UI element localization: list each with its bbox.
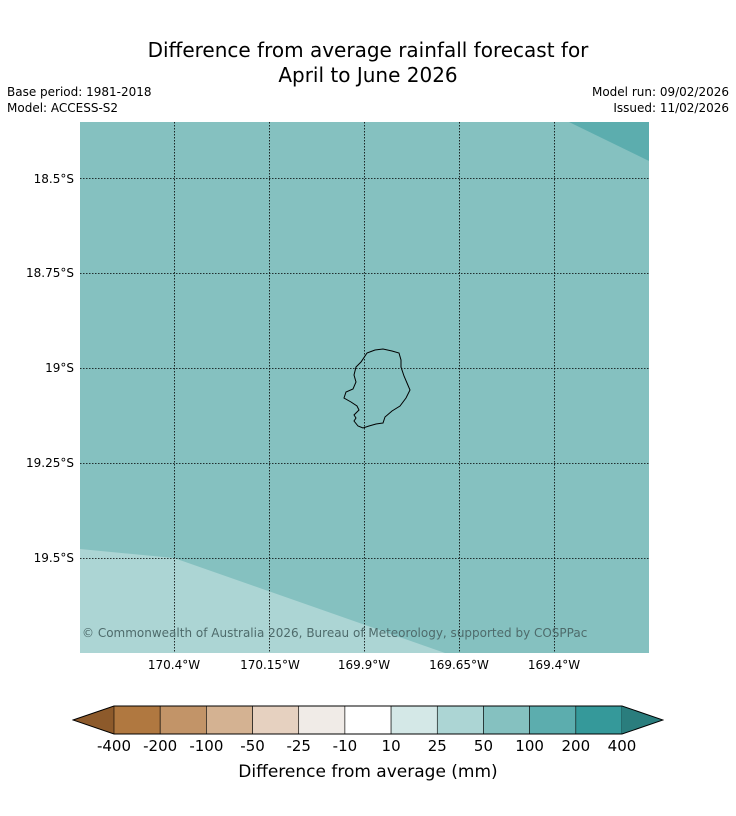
copyright-text: © Commonwealth of Australia 2026, Bureau… [82, 626, 588, 640]
colorbar [72, 705, 664, 735]
map-svg [80, 122, 649, 653]
title-line-1: Difference from average rainfall forecas… [147, 38, 589, 62]
issued-date: Issued: 11/02/2026 [613, 101, 729, 115]
longitude-label: 170.15°W [240, 658, 300, 672]
colorbar-segment [390, 705, 438, 735]
colorbar-extend-low [73, 706, 114, 734]
colorbar-tick-label: 100 [515, 737, 544, 755]
latitude-label: 19°S [45, 361, 74, 375]
base-period: Base period: 1981-2018 [7, 85, 152, 99]
colorbar-segment [436, 705, 484, 735]
colorbar-tick-label: -25 [286, 737, 311, 755]
colorbar-tick-label: 400 [607, 737, 637, 755]
longitude-label: 169.9°W [337, 658, 391, 672]
colorbar-segment [529, 705, 577, 735]
colorbar-segment [159, 705, 207, 735]
colorbar-segment [113, 705, 161, 735]
colorbar-segment [252, 705, 300, 735]
latitude-label: 18.5°S [33, 172, 74, 186]
colorbar-extend-high [622, 706, 663, 734]
title-line-2: April to June 2026 [278, 63, 458, 87]
colorbar-segment [483, 705, 530, 735]
latitude-label: 19.5°S [33, 551, 74, 565]
niue-coastline [343, 348, 411, 429]
map-fill-northeast [569, 122, 649, 161]
map-fill-southwest [80, 549, 445, 653]
longitude-label: 170.4°W [147, 658, 201, 672]
colorbar-tick-label: -400 [96, 737, 132, 755]
colorbar-tick-label: -100 [189, 737, 224, 755]
colorbar-tick-label: -50 [240, 737, 265, 755]
model-run: Model run: 09/02/2026 [591, 85, 729, 99]
colorbar-segment [206, 705, 253, 735]
colorbar-outline [72, 705, 664, 735]
colorbar-tick-label: 200 [561, 737, 591, 755]
colorbar-tick-label: 50 [473, 737, 493, 755]
colorbar-tick-label: 25 [427, 737, 447, 755]
graticule [80, 122, 649, 653]
model-name: Model: ACCESS-S2 [7, 101, 119, 115]
colorbar-tick-label: 10 [381, 737, 401, 755]
chart-title: Difference from average rainfall forecas… [0, 38, 736, 88]
latitude-label: 18.75°S [26, 266, 74, 280]
colorbar-tick-label: -10 [332, 737, 358, 755]
colorbar-segment [344, 705, 392, 735]
meta-right: Model run: 09/02/2026 Issued: 11/02/2026 [592, 84, 729, 116]
colorbar-tick-label: -200 [143, 737, 178, 755]
colorbar-segments [73, 705, 663, 735]
latitude-label: 19.25°S [26, 456, 74, 470]
longitude-label: 169.65°W [429, 658, 489, 672]
colorbar-segment [575, 705, 623, 735]
map-panel [80, 122, 649, 653]
meta-left: Base period: 1981-2018 Model: ACCESS-S2 [7, 84, 152, 116]
colorbar-segment [298, 705, 346, 735]
colorbar-label: Difference from average (mm) [238, 762, 498, 782]
longitude-label: 169.4°W [527, 658, 581, 672]
